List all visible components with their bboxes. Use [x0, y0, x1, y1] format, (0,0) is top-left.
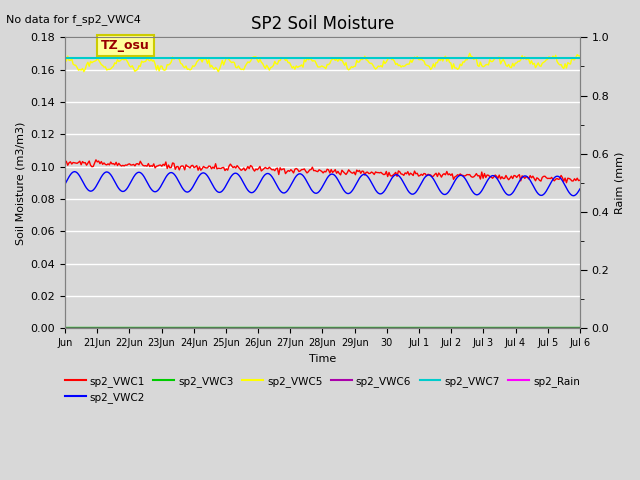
- Legend: sp2_VWC1, sp2_VWC2, sp2_VWC3, sp2_VWC5, sp2_VWC6, sp2_VWC7, sp2_Rain: sp2_VWC1, sp2_VWC2, sp2_VWC3, sp2_VWC5, …: [61, 372, 584, 407]
- Text: No data for f_sp2_VWC4: No data for f_sp2_VWC4: [6, 14, 141, 25]
- Y-axis label: Raim (mm): Raim (mm): [615, 152, 625, 214]
- Y-axis label: Soil Moisture (m3/m3): Soil Moisture (m3/m3): [15, 121, 25, 244]
- X-axis label: Time: Time: [309, 354, 336, 364]
- Title: SP2 Soil Moisture: SP2 Soil Moisture: [251, 15, 394, 33]
- Text: TZ_osu: TZ_osu: [101, 39, 150, 52]
